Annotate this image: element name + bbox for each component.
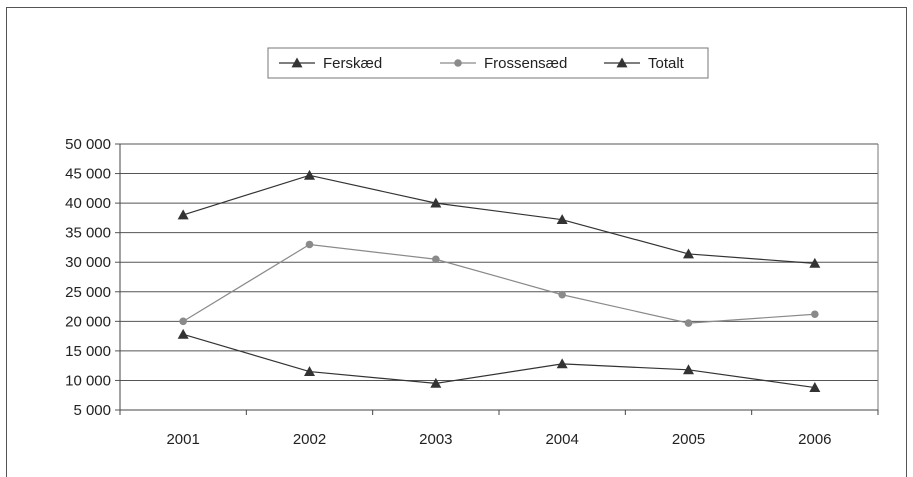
x-tick-label: 2002: [293, 431, 326, 448]
legend-label: Ferskæd: [323, 55, 382, 72]
data-point: [556, 358, 568, 369]
y-tick-label: 20 000: [65, 313, 111, 330]
y-tick-label: 15 000: [65, 343, 111, 360]
chart-frame: [6, 7, 907, 477]
data-point: [305, 240, 314, 249]
data-point: [179, 317, 187, 326]
series-line: [182, 174, 815, 265]
y-tick-label: 25 000: [65, 284, 111, 301]
data-point: [177, 209, 189, 220]
y-tick-label: 5 000: [73, 402, 111, 419]
x-tick-label: 2006: [798, 431, 831, 448]
legend-label: Frossensæd: [484, 55, 567, 72]
legend-marker: [454, 59, 462, 67]
series-layer: [177, 169, 821, 392]
data-point: [558, 290, 566, 299]
gridlines: [120, 143, 878, 381]
data-point: [430, 377, 442, 388]
y-tick-label: 45 000: [65, 166, 111, 183]
legend-marker: [291, 57, 303, 68]
x-tick-label: 2001: [166, 431, 199, 448]
data-point: [684, 319, 693, 327]
x-tick-label: 2004: [545, 431, 578, 448]
x-tick-label: 2003: [419, 431, 452, 448]
series-line: [182, 333, 815, 389]
data-point: [304, 169, 315, 180]
series-line: [182, 243, 815, 324]
axes: 5 000 10 000 15 000 20 000 25 000 30 000 35 00…: [65, 136, 879, 448]
data-point: [809, 257, 821, 268]
data-point: [683, 364, 694, 375]
legend: Ferskæd Frossensæd Totalt: [267, 47, 709, 79]
x-tick-label: 2005: [672, 431, 705, 448]
data-point: [811, 310, 819, 319]
y-tick-label: 10 000: [65, 372, 111, 389]
data-point: [430, 197, 442, 208]
legend-label: Totalt: [648, 55, 685, 72]
data-point: [556, 214, 568, 225]
y-tick-label: 50 000: [65, 136, 111, 153]
data-point: [432, 255, 440, 264]
y-tick-label: 40 000: [65, 195, 111, 212]
y-tick-label: 35 000: [65, 225, 111, 242]
legend-marker: [616, 57, 628, 68]
data-point: [304, 366, 315, 376]
data-point: [683, 248, 694, 259]
data-point: [809, 382, 821, 392]
y-tick-label: 30 000: [65, 254, 111, 271]
data-point: [177, 328, 189, 339]
